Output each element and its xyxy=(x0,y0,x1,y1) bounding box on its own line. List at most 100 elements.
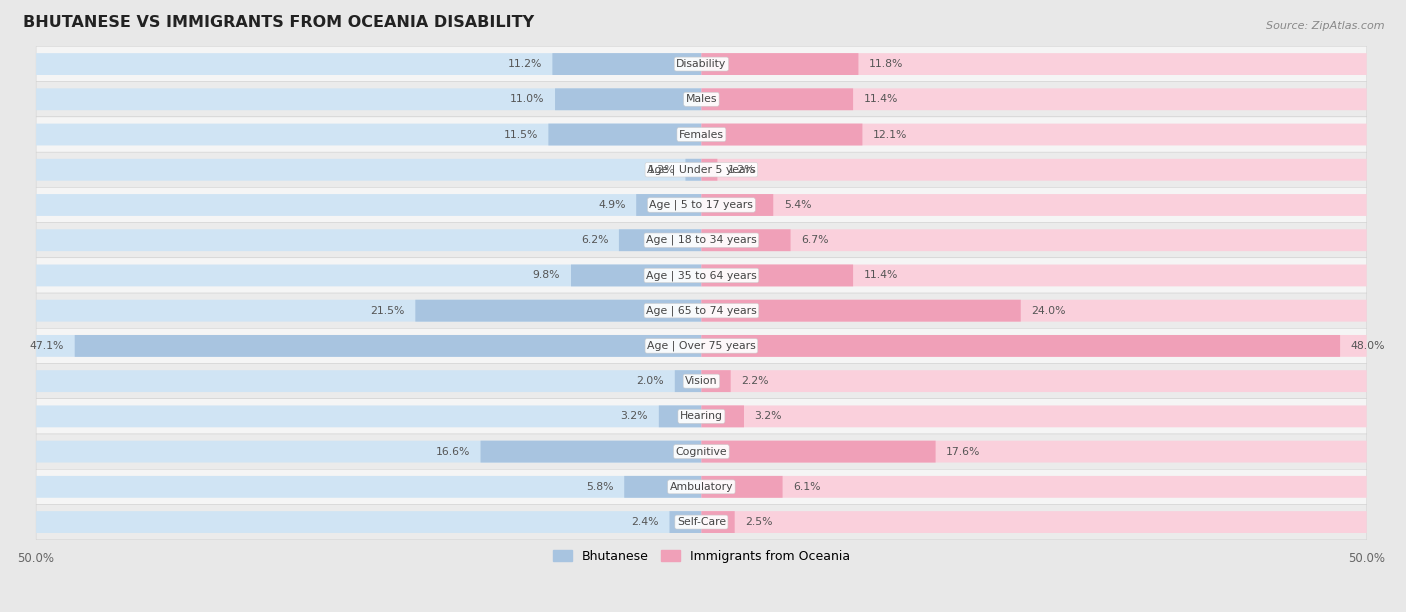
FancyBboxPatch shape xyxy=(702,511,735,533)
Text: 17.6%: 17.6% xyxy=(946,447,980,457)
Text: 6.7%: 6.7% xyxy=(801,235,828,245)
Text: 2.5%: 2.5% xyxy=(745,517,773,527)
Legend: Bhutanese, Immigrants from Oceania: Bhutanese, Immigrants from Oceania xyxy=(548,545,855,568)
FancyBboxPatch shape xyxy=(702,159,717,181)
Text: 2.0%: 2.0% xyxy=(637,376,664,386)
FancyBboxPatch shape xyxy=(37,399,1367,434)
FancyBboxPatch shape xyxy=(37,370,702,392)
Text: 6.1%: 6.1% xyxy=(793,482,821,492)
FancyBboxPatch shape xyxy=(702,406,744,427)
FancyBboxPatch shape xyxy=(686,159,702,181)
Text: Age | Over 75 years: Age | Over 75 years xyxy=(647,341,756,351)
Text: Self-Care: Self-Care xyxy=(676,517,725,527)
Text: 1.2%: 1.2% xyxy=(647,165,675,175)
FancyBboxPatch shape xyxy=(37,504,1367,540)
FancyBboxPatch shape xyxy=(37,441,702,463)
FancyBboxPatch shape xyxy=(702,511,1367,533)
FancyBboxPatch shape xyxy=(37,194,702,216)
FancyBboxPatch shape xyxy=(659,406,702,427)
FancyBboxPatch shape xyxy=(702,124,1367,146)
Text: 6.2%: 6.2% xyxy=(581,235,609,245)
Text: Source: ZipAtlas.com: Source: ZipAtlas.com xyxy=(1267,21,1385,31)
FancyBboxPatch shape xyxy=(37,300,702,321)
Text: 2.4%: 2.4% xyxy=(631,517,659,527)
Text: 16.6%: 16.6% xyxy=(436,447,470,457)
FancyBboxPatch shape xyxy=(37,152,1367,187)
FancyBboxPatch shape xyxy=(702,53,859,75)
FancyBboxPatch shape xyxy=(702,406,1367,427)
FancyBboxPatch shape xyxy=(702,335,1367,357)
Text: 11.5%: 11.5% xyxy=(503,130,537,140)
Text: Cognitive: Cognitive xyxy=(676,447,727,457)
FancyBboxPatch shape xyxy=(702,370,731,392)
FancyBboxPatch shape xyxy=(37,476,702,498)
FancyBboxPatch shape xyxy=(37,364,1367,399)
Text: 11.0%: 11.0% xyxy=(510,94,544,104)
FancyBboxPatch shape xyxy=(702,300,1021,321)
FancyBboxPatch shape xyxy=(702,370,1367,392)
FancyBboxPatch shape xyxy=(37,159,702,181)
Text: Vision: Vision xyxy=(685,376,717,386)
Text: 3.2%: 3.2% xyxy=(620,411,648,422)
FancyBboxPatch shape xyxy=(553,53,702,75)
FancyBboxPatch shape xyxy=(37,47,1367,81)
FancyBboxPatch shape xyxy=(481,441,702,463)
FancyBboxPatch shape xyxy=(702,88,1367,110)
Text: 3.2%: 3.2% xyxy=(755,411,782,422)
Text: 12.1%: 12.1% xyxy=(873,130,907,140)
FancyBboxPatch shape xyxy=(37,469,1367,504)
FancyBboxPatch shape xyxy=(702,441,935,463)
Text: 5.8%: 5.8% xyxy=(586,482,613,492)
Text: 11.8%: 11.8% xyxy=(869,59,904,69)
FancyBboxPatch shape xyxy=(37,328,1367,364)
FancyBboxPatch shape xyxy=(702,300,1367,321)
FancyBboxPatch shape xyxy=(37,124,702,146)
FancyBboxPatch shape xyxy=(37,230,702,251)
FancyBboxPatch shape xyxy=(702,88,853,110)
FancyBboxPatch shape xyxy=(702,53,1367,75)
Text: Age | 35 to 64 years: Age | 35 to 64 years xyxy=(645,271,756,281)
FancyBboxPatch shape xyxy=(702,476,783,498)
Text: Age | Under 5 years: Age | Under 5 years xyxy=(647,165,756,175)
FancyBboxPatch shape xyxy=(702,194,1367,216)
FancyBboxPatch shape xyxy=(37,258,1367,293)
Text: 1.2%: 1.2% xyxy=(728,165,755,175)
Text: Age | 5 to 17 years: Age | 5 to 17 years xyxy=(650,200,754,211)
FancyBboxPatch shape xyxy=(37,335,702,357)
FancyBboxPatch shape xyxy=(669,511,702,533)
FancyBboxPatch shape xyxy=(37,406,702,427)
FancyBboxPatch shape xyxy=(37,187,1367,223)
FancyBboxPatch shape xyxy=(37,88,702,110)
FancyBboxPatch shape xyxy=(702,194,773,216)
FancyBboxPatch shape xyxy=(37,264,702,286)
Text: 11.2%: 11.2% xyxy=(508,59,541,69)
FancyBboxPatch shape xyxy=(37,511,702,533)
FancyBboxPatch shape xyxy=(37,293,1367,328)
FancyBboxPatch shape xyxy=(702,264,853,286)
Text: Disability: Disability xyxy=(676,59,727,69)
FancyBboxPatch shape xyxy=(702,264,1367,286)
FancyBboxPatch shape xyxy=(702,230,1367,251)
FancyBboxPatch shape xyxy=(37,117,1367,152)
Text: 48.0%: 48.0% xyxy=(1351,341,1385,351)
Text: 5.4%: 5.4% xyxy=(785,200,811,210)
Text: 11.4%: 11.4% xyxy=(863,94,898,104)
FancyBboxPatch shape xyxy=(37,81,1367,117)
FancyBboxPatch shape xyxy=(75,335,702,357)
FancyBboxPatch shape xyxy=(37,434,1367,469)
FancyBboxPatch shape xyxy=(702,124,862,146)
Text: Ambulatory: Ambulatory xyxy=(669,482,733,492)
FancyBboxPatch shape xyxy=(571,264,702,286)
Text: Hearing: Hearing xyxy=(681,411,723,422)
FancyBboxPatch shape xyxy=(702,441,1367,463)
Text: Males: Males xyxy=(686,94,717,104)
FancyBboxPatch shape xyxy=(702,230,790,251)
FancyBboxPatch shape xyxy=(555,88,702,110)
Text: Age | 18 to 34 years: Age | 18 to 34 years xyxy=(645,235,756,245)
Text: 9.8%: 9.8% xyxy=(533,271,561,280)
FancyBboxPatch shape xyxy=(37,53,702,75)
FancyBboxPatch shape xyxy=(619,230,702,251)
FancyBboxPatch shape xyxy=(548,124,702,146)
Text: BHUTANESE VS IMMIGRANTS FROM OCEANIA DISABILITY: BHUTANESE VS IMMIGRANTS FROM OCEANIA DIS… xyxy=(22,15,534,30)
Text: 47.1%: 47.1% xyxy=(30,341,65,351)
